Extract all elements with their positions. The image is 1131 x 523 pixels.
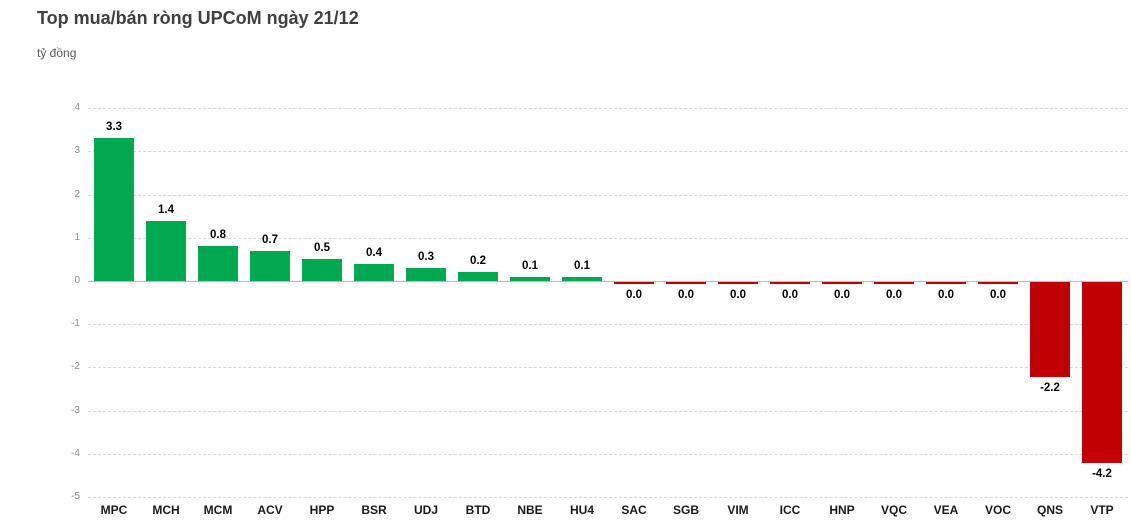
- y-axis-tick-label: 3: [74, 145, 80, 157]
- value-label-vqc: 0.0: [886, 289, 902, 301]
- x-axis-label-voc: VOC: [984, 503, 1011, 517]
- value-label-nbe: 0.1: [522, 259, 538, 272]
- y-axis-tick-label: -3: [71, 404, 80, 416]
- value-label-sac: 0.0: [626, 289, 642, 301]
- bar-vim: [718, 282, 758, 284]
- value-label-hu4: 0.1: [574, 259, 590, 272]
- x-axis-label-mch: MCH: [152, 503, 180, 517]
- y-axis-tick-label: 1: [74, 231, 80, 243]
- bar-mpc: [94, 138, 134, 281]
- bar-qns: [1030, 282, 1070, 378]
- x-axis-label-hnp: HNP: [829, 503, 855, 517]
- x-axis-label-vea: VEA: [933, 503, 959, 517]
- x-axis-label-nbe: NBE: [517, 503, 543, 517]
- bar-bsr: [354, 263, 394, 281]
- value-label-btd: 0.2: [470, 255, 486, 268]
- bar-udj: [406, 268, 446, 281]
- gridline: [88, 324, 1128, 326]
- x-axis-label-bsr: BSR: [361, 503, 387, 517]
- x-axis-label-vqc: VQC: [880, 503, 907, 517]
- y-axis-tick-label: -4: [71, 447, 80, 459]
- bar-icc: [770, 282, 810, 284]
- bar-hpp: [302, 259, 342, 281]
- gridline: [88, 497, 1128, 498]
- x-axis-label-acv: ACV: [257, 503, 283, 517]
- bar-btd: [458, 272, 498, 281]
- gridline: [88, 108, 1128, 110]
- gridline: [88, 151, 1128, 153]
- bar-sac: [614, 282, 654, 284]
- x-axis-label-sgb: SGB: [672, 503, 699, 517]
- bar-vea: [926, 282, 966, 284]
- value-label-voc: 0.0: [990, 289, 1006, 301]
- zero-axis-line: [88, 281, 1128, 282]
- x-axis-label-vtp: VTP: [1090, 503, 1114, 517]
- y-axis-tick-label: 2: [74, 188, 80, 200]
- bar-vtp: [1082, 282, 1122, 464]
- gridline: [88, 367, 1128, 369]
- x-axis-label-hpp: HPP: [309, 503, 335, 517]
- x-axis-label-vim: VIM: [727, 503, 749, 517]
- value-label-mcm: 0.8: [210, 229, 226, 242]
- value-label-bsr: 0.4: [366, 246, 382, 259]
- x-axis-label-btd: BTD: [465, 503, 491, 517]
- chart-title: Top mua/bán ròng UPCoM ngày 21/12: [37, 8, 359, 28]
- value-label-icc: 0.0: [782, 289, 798, 301]
- chart-unit-label: tỷ đồng: [37, 46, 77, 60]
- y-axis-tick-label: -2: [71, 361, 80, 373]
- value-label-qns: -2.2: [1040, 382, 1060, 395]
- value-label-hnp: 0.0: [834, 289, 850, 301]
- x-axis-label-mpc: MPC: [100, 503, 128, 517]
- bar-nbe: [510, 276, 550, 281]
- gridline: [88, 410, 1128, 412]
- value-label-udj: 0.3: [418, 251, 434, 264]
- value-label-mpc: 3.3: [106, 121, 122, 134]
- bar-sgb: [666, 282, 706, 284]
- y-axis-tick-label: -5: [71, 491, 80, 502]
- x-axis-label-icc: ICC: [779, 503, 801, 517]
- x-axis-label-qns: QNS: [1036, 503, 1063, 517]
- x-axis-label-udj: UDJ: [413, 503, 438, 517]
- bar-vqc: [874, 282, 914, 284]
- bar-hnp: [822, 282, 862, 284]
- value-label-hpp: 0.5: [314, 242, 330, 255]
- bar-voc: [978, 282, 1018, 284]
- value-label-mch: 1.4: [158, 203, 174, 216]
- gridline: [88, 453, 1128, 455]
- gridline: [88, 237, 1128, 239]
- x-axis-label-sac: SAC: [621, 503, 647, 517]
- gridline: [88, 194, 1128, 196]
- value-label-vea: 0.0: [938, 289, 954, 301]
- bar-hu4: [562, 276, 602, 281]
- x-axis-label-mcm: MCM: [203, 503, 233, 517]
- value-label-vtp: -4.2: [1092, 468, 1112, 481]
- value-label-vim: 0.0: [730, 289, 746, 301]
- bar-acv: [250, 250, 290, 281]
- x-axis-label-hu4: HU4: [569, 503, 594, 517]
- bar-mcm: [198, 246, 238, 281]
- y-axis-tick-label: 0: [74, 275, 80, 286]
- value-label-acv: 0.7: [262, 233, 278, 246]
- bar-mch: [146, 220, 186, 281]
- y-axis-tick-label: 4: [74, 102, 80, 114]
- y-axis-tick-label: -1: [71, 318, 80, 330]
- value-label-sgb: 0.0: [678, 289, 694, 301]
